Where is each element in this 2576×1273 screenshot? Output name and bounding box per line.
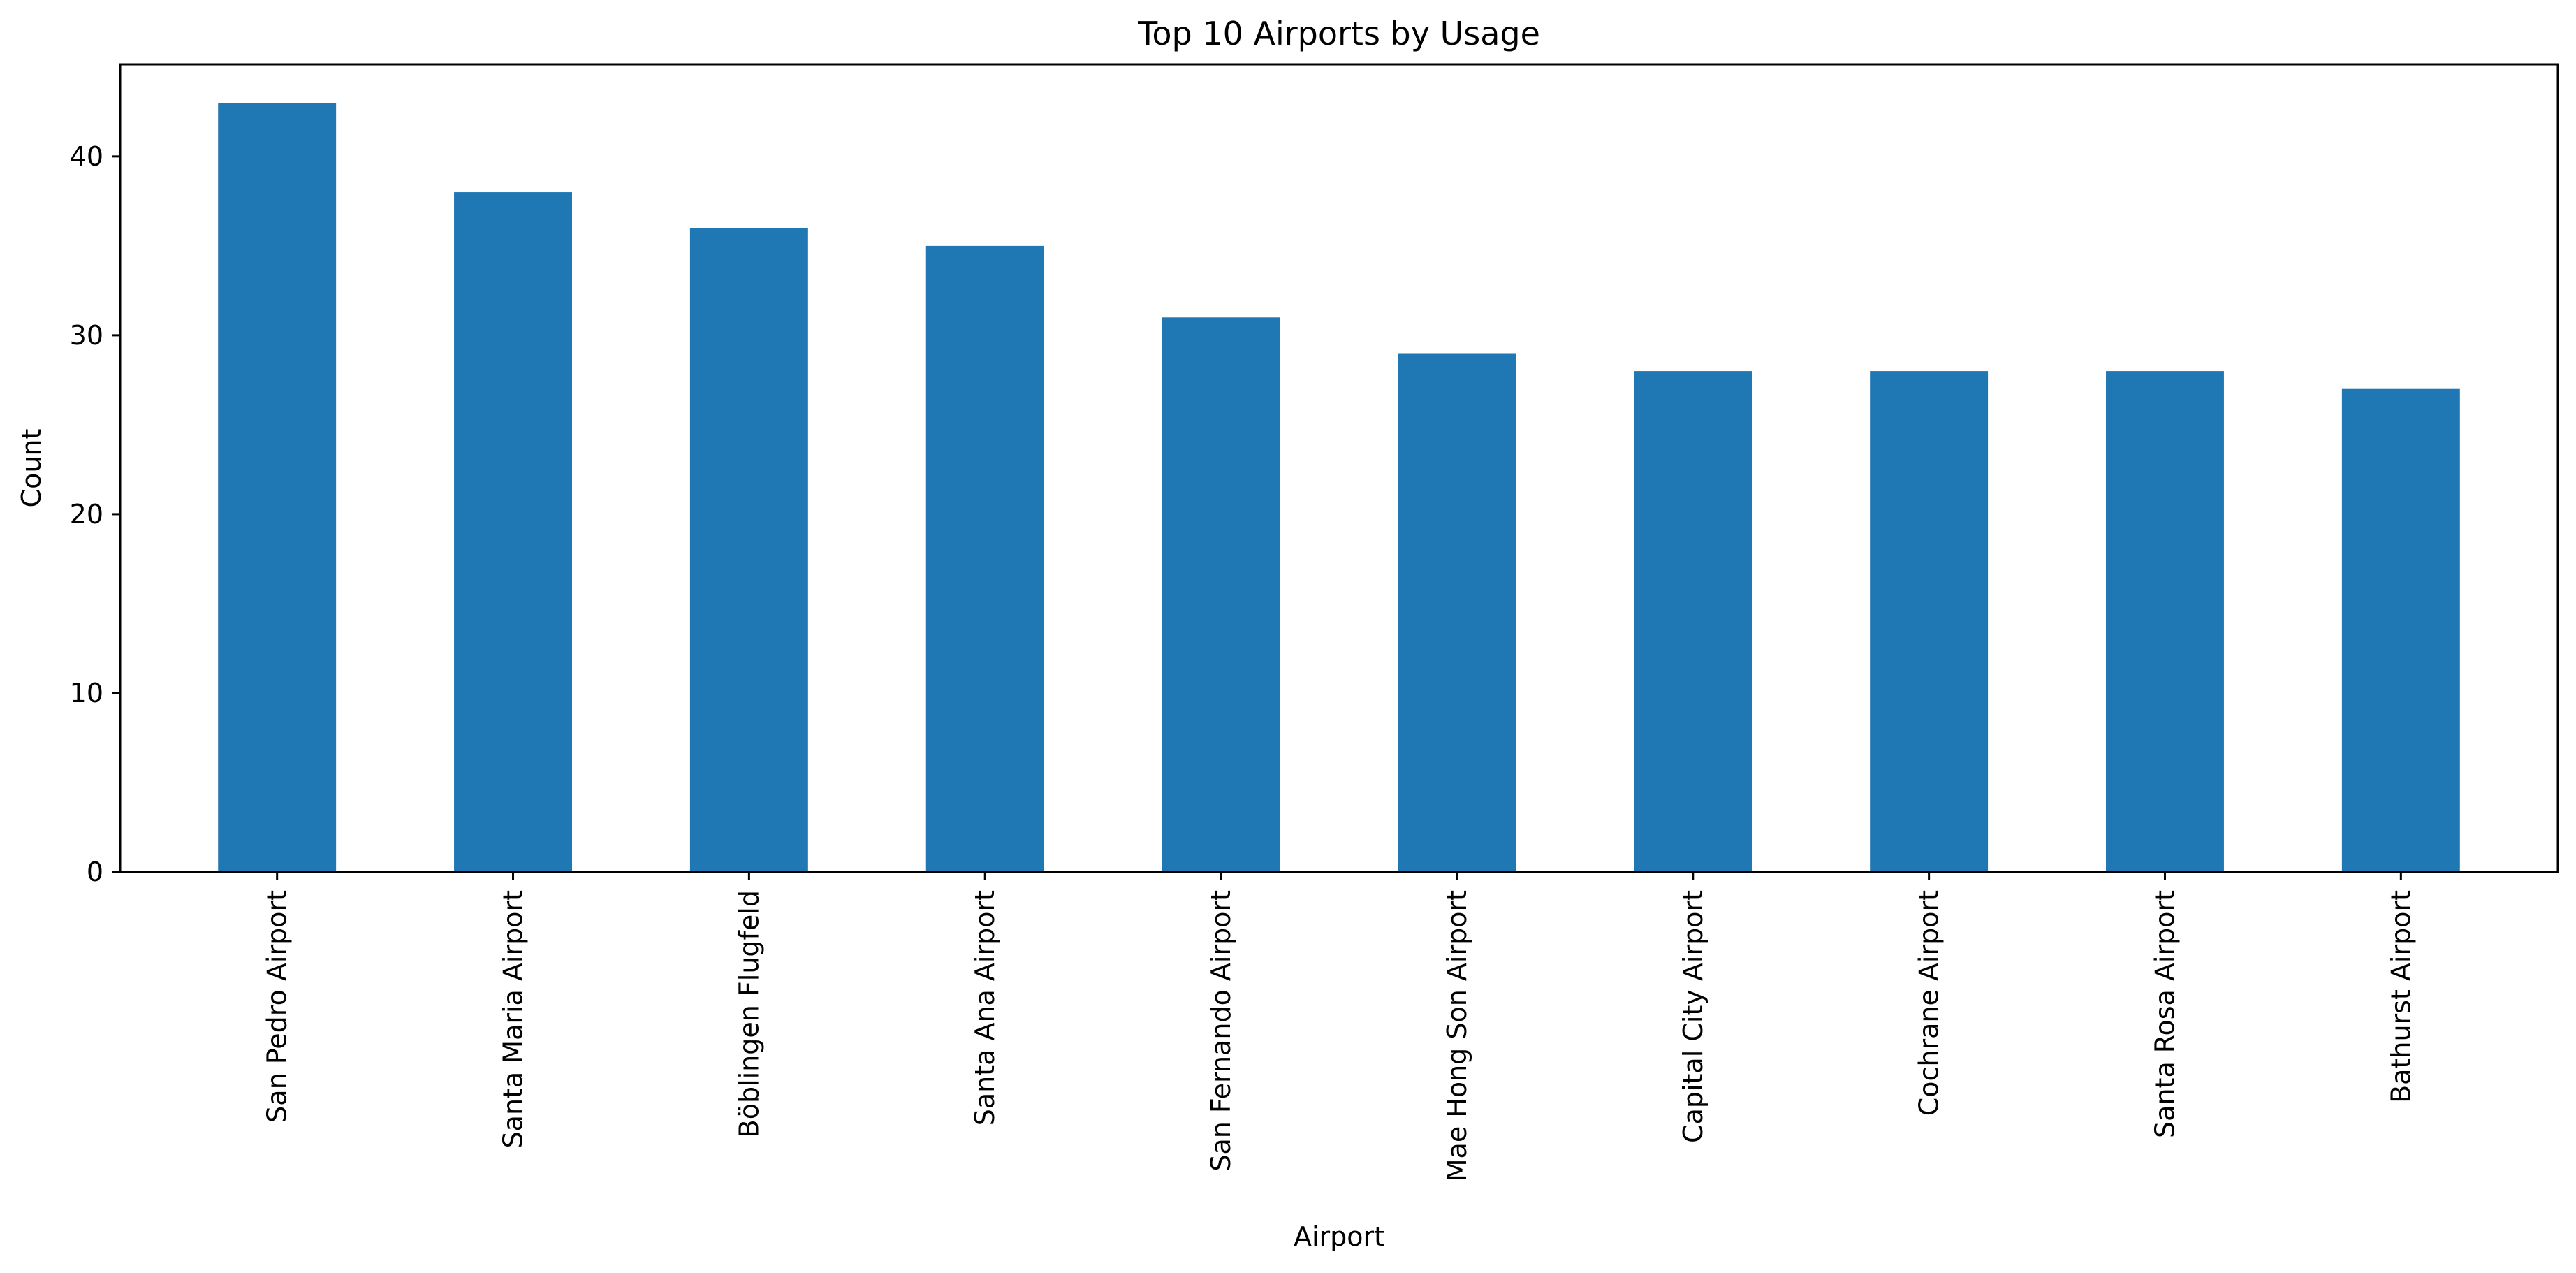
bar-10 <box>2341 388 2460 872</box>
bar-6 <box>1398 353 1516 873</box>
bars-layer <box>218 103 2460 873</box>
x-tick-label-1: San Pedro Airport <box>262 890 293 1123</box>
x-tick-label-4: Santa Ana Airport <box>969 890 1000 1126</box>
x-tick-label-7: Capital City Airport <box>1678 890 1708 1143</box>
y-tick-label-3: 20 <box>70 499 103 530</box>
bar-3 <box>689 228 808 872</box>
x-tick-label-8: Cochrane Airport <box>1914 890 1945 1116</box>
bar-1 <box>218 103 337 873</box>
y-tick-label-1: 0 <box>87 857 103 887</box>
bar-7 <box>1634 371 1752 872</box>
x-tick-label-10: Bathurst Airport <box>2385 890 2416 1103</box>
plot-frame <box>119 63 2559 873</box>
bar-8 <box>1870 371 1989 872</box>
y-tick-label-2: 10 <box>70 678 103 708</box>
x-tick-label-5: San Fernando Airport <box>1206 890 1236 1172</box>
x-tick-label-2: Santa Maria Airport <box>498 890 529 1148</box>
y-tick-label-5: 40 <box>70 141 103 172</box>
bar-9 <box>2106 371 2224 872</box>
x-tick-label-6: Mae Hong Son Airport <box>1442 890 1472 1181</box>
bar-2 <box>454 192 572 873</box>
x-tick-label-9: Santa Rosa Airport <box>2149 890 2180 1138</box>
bar-4 <box>925 245 1044 872</box>
y-axis-title: Count <box>16 429 47 508</box>
x-tick-label-3: Böblingen Flugfeld <box>733 890 764 1137</box>
chart-title: Top 10 Airports by Usage <box>1137 15 1540 52</box>
x-axis-title: Airport <box>1294 1221 1384 1252</box>
y-axis: 0 10 20 30 40 <box>70 141 120 887</box>
y-tick-label-4: 30 <box>70 320 103 351</box>
x-axis: San Pedro Airport Santa Maria Airport Böbl… <box>262 872 2416 1181</box>
bar-5 <box>1162 317 1280 872</box>
